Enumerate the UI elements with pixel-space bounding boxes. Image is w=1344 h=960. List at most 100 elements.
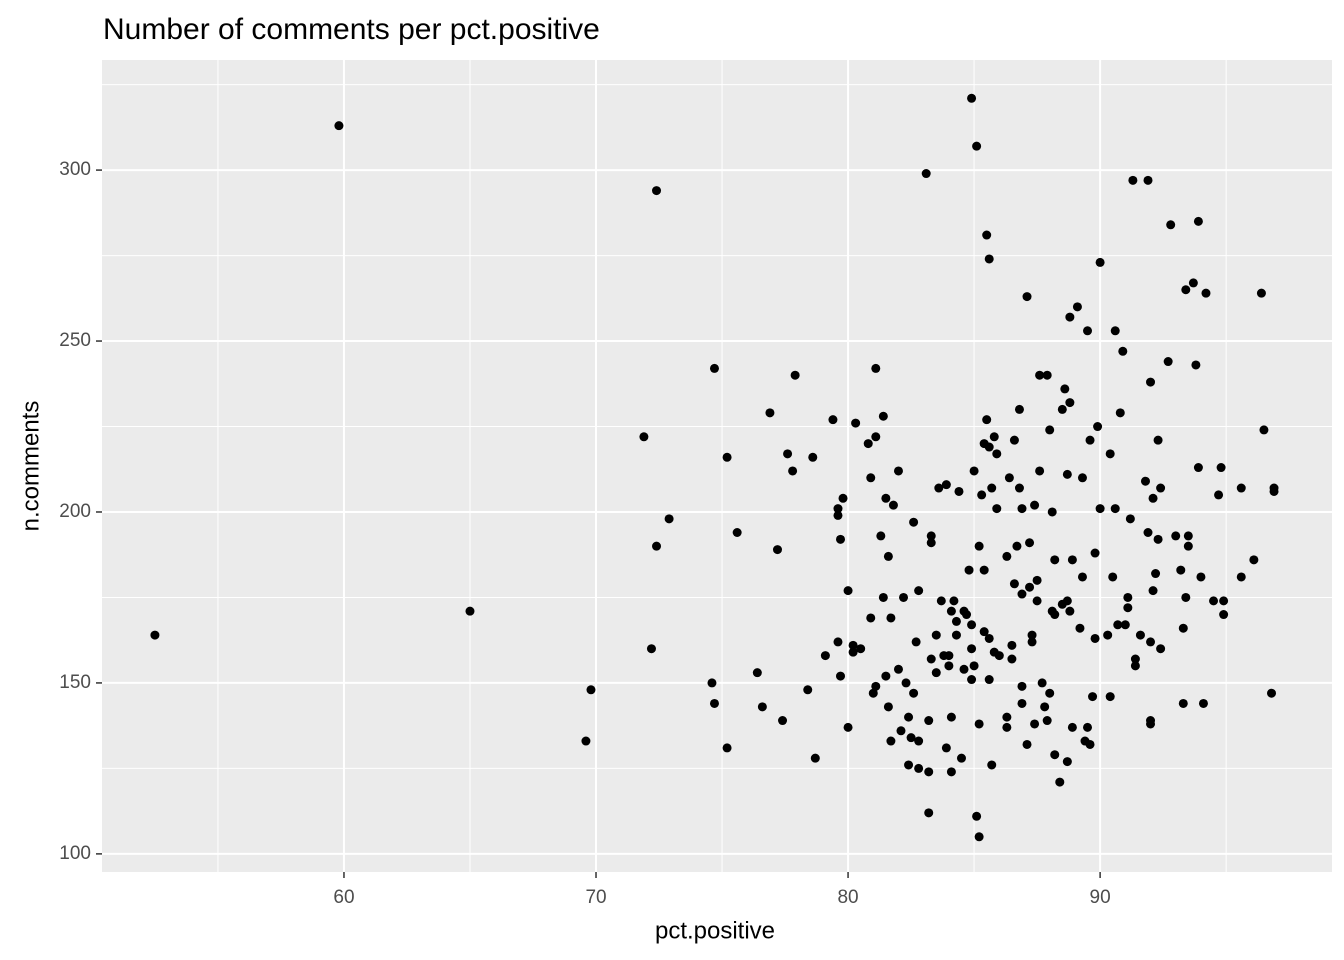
point [1209, 596, 1219, 606]
point [896, 726, 906, 736]
point [866, 613, 876, 623]
point [1146, 719, 1156, 729]
point [1030, 719, 1040, 729]
point [1040, 702, 1050, 712]
point [1055, 777, 1065, 787]
point [969, 466, 979, 476]
point [1176, 565, 1186, 575]
point [1077, 572, 1087, 582]
point [1214, 490, 1224, 500]
point [1125, 514, 1135, 524]
point [893, 664, 903, 674]
point [1025, 582, 1035, 592]
point [949, 596, 959, 606]
point [871, 432, 881, 442]
point [709, 363, 719, 373]
y-tick-label: 250 [59, 330, 91, 351]
point [639, 432, 649, 442]
point [1017, 698, 1027, 708]
point [1065, 606, 1075, 616]
point [972, 811, 982, 821]
point [1267, 688, 1277, 698]
point [1014, 404, 1024, 414]
point [984, 254, 994, 264]
point [1050, 610, 1060, 620]
point [1163, 357, 1173, 367]
point [1022, 292, 1032, 302]
point [709, 698, 719, 708]
point [1188, 278, 1198, 288]
point [944, 651, 954, 661]
point [1181, 285, 1191, 295]
point [1045, 688, 1055, 698]
point [1075, 623, 1085, 633]
point [1148, 493, 1158, 503]
point [921, 169, 931, 179]
point [878, 592, 888, 602]
point [828, 415, 838, 425]
point [959, 664, 969, 674]
point [1050, 555, 1060, 565]
point [1017, 589, 1027, 599]
point [1140, 476, 1150, 486]
point [851, 418, 861, 428]
point [987, 483, 997, 493]
point [974, 719, 984, 729]
point [979, 627, 989, 637]
point [1090, 548, 1100, 558]
point [1032, 575, 1042, 585]
point [886, 613, 896, 623]
x-tick-label: 60 [333, 887, 354, 908]
point [586, 685, 596, 695]
point [732, 527, 742, 537]
point [1072, 302, 1082, 312]
point [926, 531, 936, 541]
point [790, 370, 800, 380]
point [931, 630, 941, 640]
point [848, 640, 858, 650]
point [951, 630, 961, 640]
point [982, 415, 992, 425]
x-tick-label: 80 [837, 887, 858, 908]
point [881, 493, 891, 503]
point [967, 644, 977, 654]
point [1002, 551, 1012, 561]
point [984, 675, 994, 685]
point [788, 466, 798, 476]
point [904, 760, 914, 770]
point [1009, 579, 1019, 589]
point [1118, 346, 1128, 356]
point [810, 753, 820, 763]
point [1256, 288, 1266, 298]
point [871, 681, 881, 691]
point [1017, 681, 1027, 691]
point [1085, 435, 1095, 445]
point [1156, 644, 1166, 654]
point [1035, 466, 1045, 476]
point [982, 230, 992, 240]
point [962, 610, 972, 620]
point [1083, 326, 1093, 336]
point [931, 668, 941, 678]
x-tick-label: 70 [585, 887, 606, 908]
point [899, 592, 909, 602]
point [838, 493, 848, 503]
point [1062, 469, 1072, 479]
point [1014, 483, 1024, 493]
point [652, 541, 662, 551]
point [964, 565, 974, 575]
point [1009, 435, 1019, 445]
point [951, 616, 961, 626]
point [1153, 435, 1163, 445]
point [1037, 678, 1047, 688]
point [1156, 483, 1166, 493]
point [757, 702, 767, 712]
point [1103, 630, 1113, 640]
point [979, 565, 989, 575]
point [893, 466, 903, 476]
point [1105, 449, 1115, 459]
point [1095, 257, 1105, 267]
point [1012, 541, 1022, 551]
point [1216, 463, 1226, 473]
point [924, 767, 934, 777]
